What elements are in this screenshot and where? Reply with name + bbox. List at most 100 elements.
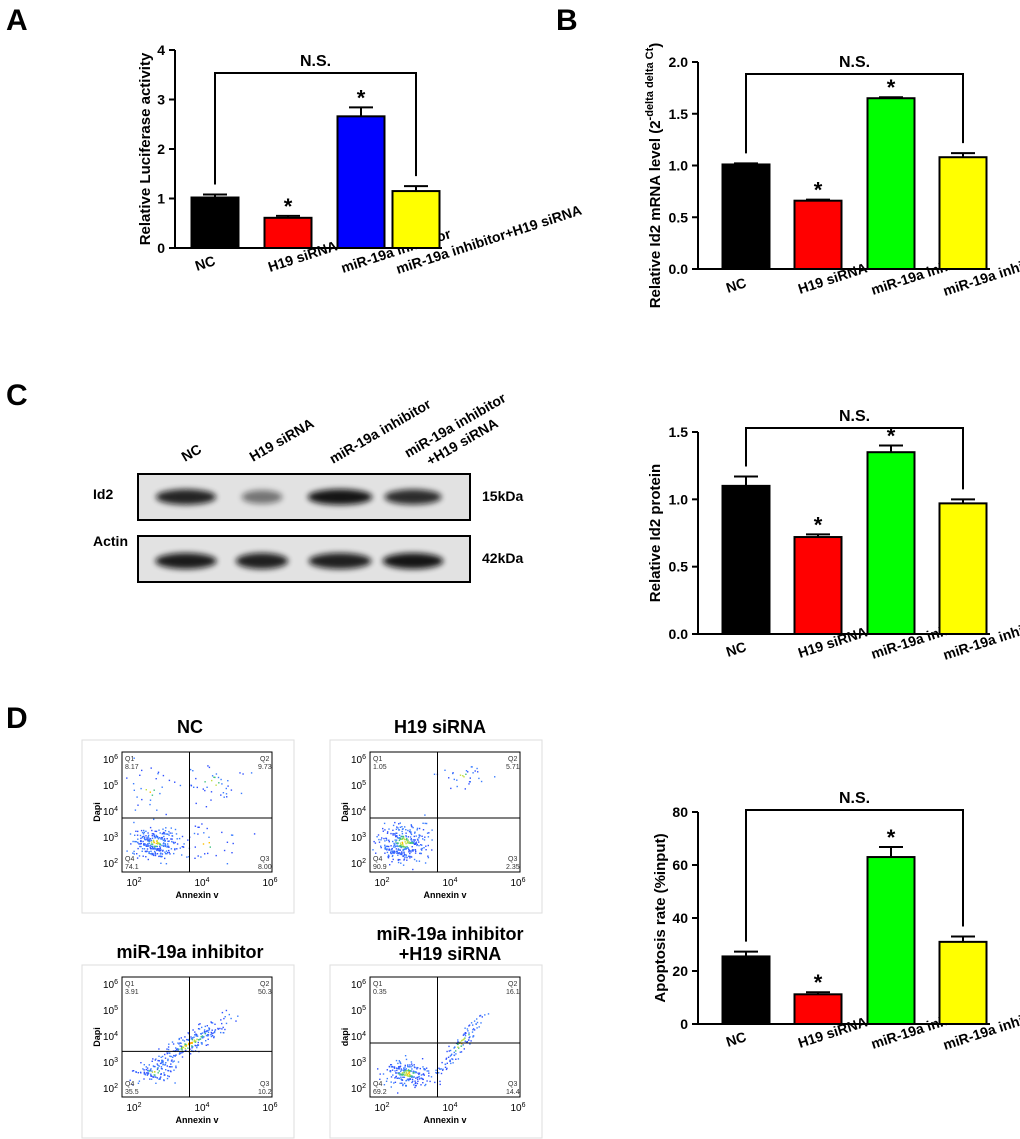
- flow-event-dot: [165, 850, 168, 852]
- flow-event-dot: [149, 791, 151, 793]
- flow-q2-label: Q2: [508, 981, 517, 988]
- flow-event-dot: [411, 846, 413, 848]
- flow-event-dot: [397, 849, 399, 851]
- flow-q3-value: 14.4: [506, 1089, 520, 1096]
- flow-event-dot: [403, 1082, 406, 1085]
- flow-event-dot: [407, 839, 409, 841]
- flow-event-dot: [416, 1068, 418, 1070]
- flow-event-dot: [167, 840, 169, 842]
- flow-event-dot: [474, 770, 476, 772]
- flow-q1-label: Q1: [373, 756, 382, 763]
- flow-event-dot: [140, 1072, 142, 1074]
- flow-event-dot: [414, 1082, 416, 1085]
- flow-event-dot: [170, 1055, 172, 1058]
- flow-x-tick-base: 10: [194, 878, 206, 889]
- flow-event-dot: [201, 1026, 203, 1029]
- flow-x-axis-title: Annexin v: [175, 890, 218, 900]
- flow-event-dot: [164, 857, 166, 860]
- chart-c-significance-star: *: [814, 512, 823, 537]
- flow-event-dot: [170, 1070, 172, 1073]
- flow-title: H19 siRNA: [394, 717, 486, 737]
- flow-event-dot: [197, 1044, 200, 1046]
- flow-event-dot: [195, 802, 197, 805]
- flow-event-dot: [157, 1067, 159, 1069]
- flow-q3-label: Q3: [508, 1081, 517, 1088]
- flow-event-dot: [422, 822, 424, 824]
- flow-event-dot: [156, 845, 158, 848]
- flow-event-dot: [149, 840, 151, 842]
- flow-event-dot: [466, 1028, 469, 1030]
- flow-event-dot: [408, 850, 411, 852]
- chart-b-category-label: NC: [724, 274, 748, 295]
- flow-event-dot: [462, 775, 464, 777]
- flow-event-dot: [131, 1070, 134, 1072]
- flow-event-dot: [164, 1063, 167, 1066]
- flow-event-dot: [206, 1025, 208, 1027]
- flow-event-dot: [469, 1043, 471, 1045]
- flow-event-dot: [181, 1049, 183, 1051]
- flow-event-dot: [391, 847, 393, 850]
- flow-event-dot: [421, 1078, 424, 1080]
- flow-event-dot: [230, 789, 233, 791]
- flow-event-dot: [412, 826, 414, 829]
- flow-event-dot: [152, 833, 155, 835]
- flow-event-dot: [150, 1073, 152, 1075]
- flow-event-dot: [463, 1048, 465, 1050]
- flow-event-dot: [169, 1055, 171, 1057]
- flow-event-dot: [410, 831, 412, 833]
- flow-event-dot: [405, 832, 407, 834]
- flow-event-dot: [176, 843, 179, 845]
- flow-event-dot: [207, 1044, 209, 1046]
- chart-b-y-axis-title: Relative Id2 mRNA level (2-delta delta C…: [644, 43, 664, 309]
- flow-event-dot: [407, 840, 409, 843]
- flow-event-dot: [134, 809, 137, 811]
- flow-event-dot: [396, 845, 398, 847]
- flow-event-dot: [217, 1027, 219, 1030]
- wb-band: [384, 489, 442, 505]
- flow-event-dot: [132, 852, 134, 854]
- flow-event-dot: [155, 830, 158, 833]
- flow-event-dot: [173, 1054, 175, 1057]
- flow-event-dot: [425, 845, 427, 847]
- flow-event-dot: [170, 848, 173, 850]
- flow-event-dot: [181, 1056, 184, 1058]
- flow-event-dot: [197, 855, 199, 857]
- flow-event-dot: [129, 833, 132, 835]
- flow-event-dot: [401, 1079, 404, 1081]
- flow-event-dot: [410, 1070, 413, 1072]
- flow-event-dot: [195, 777, 197, 780]
- flow-event-dot: [392, 824, 395, 827]
- flow-event-dot: [393, 833, 396, 835]
- flow-event-dot: [205, 1040, 207, 1042]
- flow-event-dot: [406, 859, 408, 861]
- flow-event-dot: [158, 1048, 160, 1050]
- flow-event-dot: [428, 832, 430, 834]
- flow-event-dot: [171, 1041, 174, 1043]
- flow-event-dot: [418, 837, 420, 839]
- flow-x-axis-title: Annexin v: [423, 1115, 466, 1125]
- flow-event-dot: [183, 843, 185, 845]
- flow-event-dot: [393, 1067, 396, 1069]
- flow-event-dot: [400, 1068, 402, 1070]
- flow-event-dot: [225, 793, 228, 795]
- flow-event-dot: [144, 1074, 147, 1076]
- flow-event-dot: [145, 1066, 147, 1068]
- flow-event-dot: [213, 1036, 215, 1039]
- flow-y-tick-exp: 6: [114, 754, 118, 761]
- flow-q4-label: Q4: [373, 856, 382, 863]
- flow-event-dot: [420, 1084, 422, 1086]
- flow-event-dot: [175, 1054, 177, 1056]
- flow-event-dot: [400, 862, 402, 864]
- flow-event-dot: [388, 855, 390, 857]
- flow-event-dot: [494, 776, 496, 778]
- flow-event-dot: [215, 784, 217, 786]
- flow-event-dot: [159, 792, 161, 795]
- flow-event-dot: [390, 852, 392, 854]
- flow-y-tick-base: 10: [103, 755, 115, 766]
- chart-c-y-axis-title: Relative Id2 protein: [647, 464, 664, 602]
- flow-event-dot: [447, 1056, 450, 1058]
- flow-event-dot: [415, 841, 418, 843]
- flow-y-tick-base: 10: [103, 1006, 115, 1017]
- flow-event-dot: [427, 856, 430, 859]
- chart-a-significance-star: *: [284, 194, 293, 219]
